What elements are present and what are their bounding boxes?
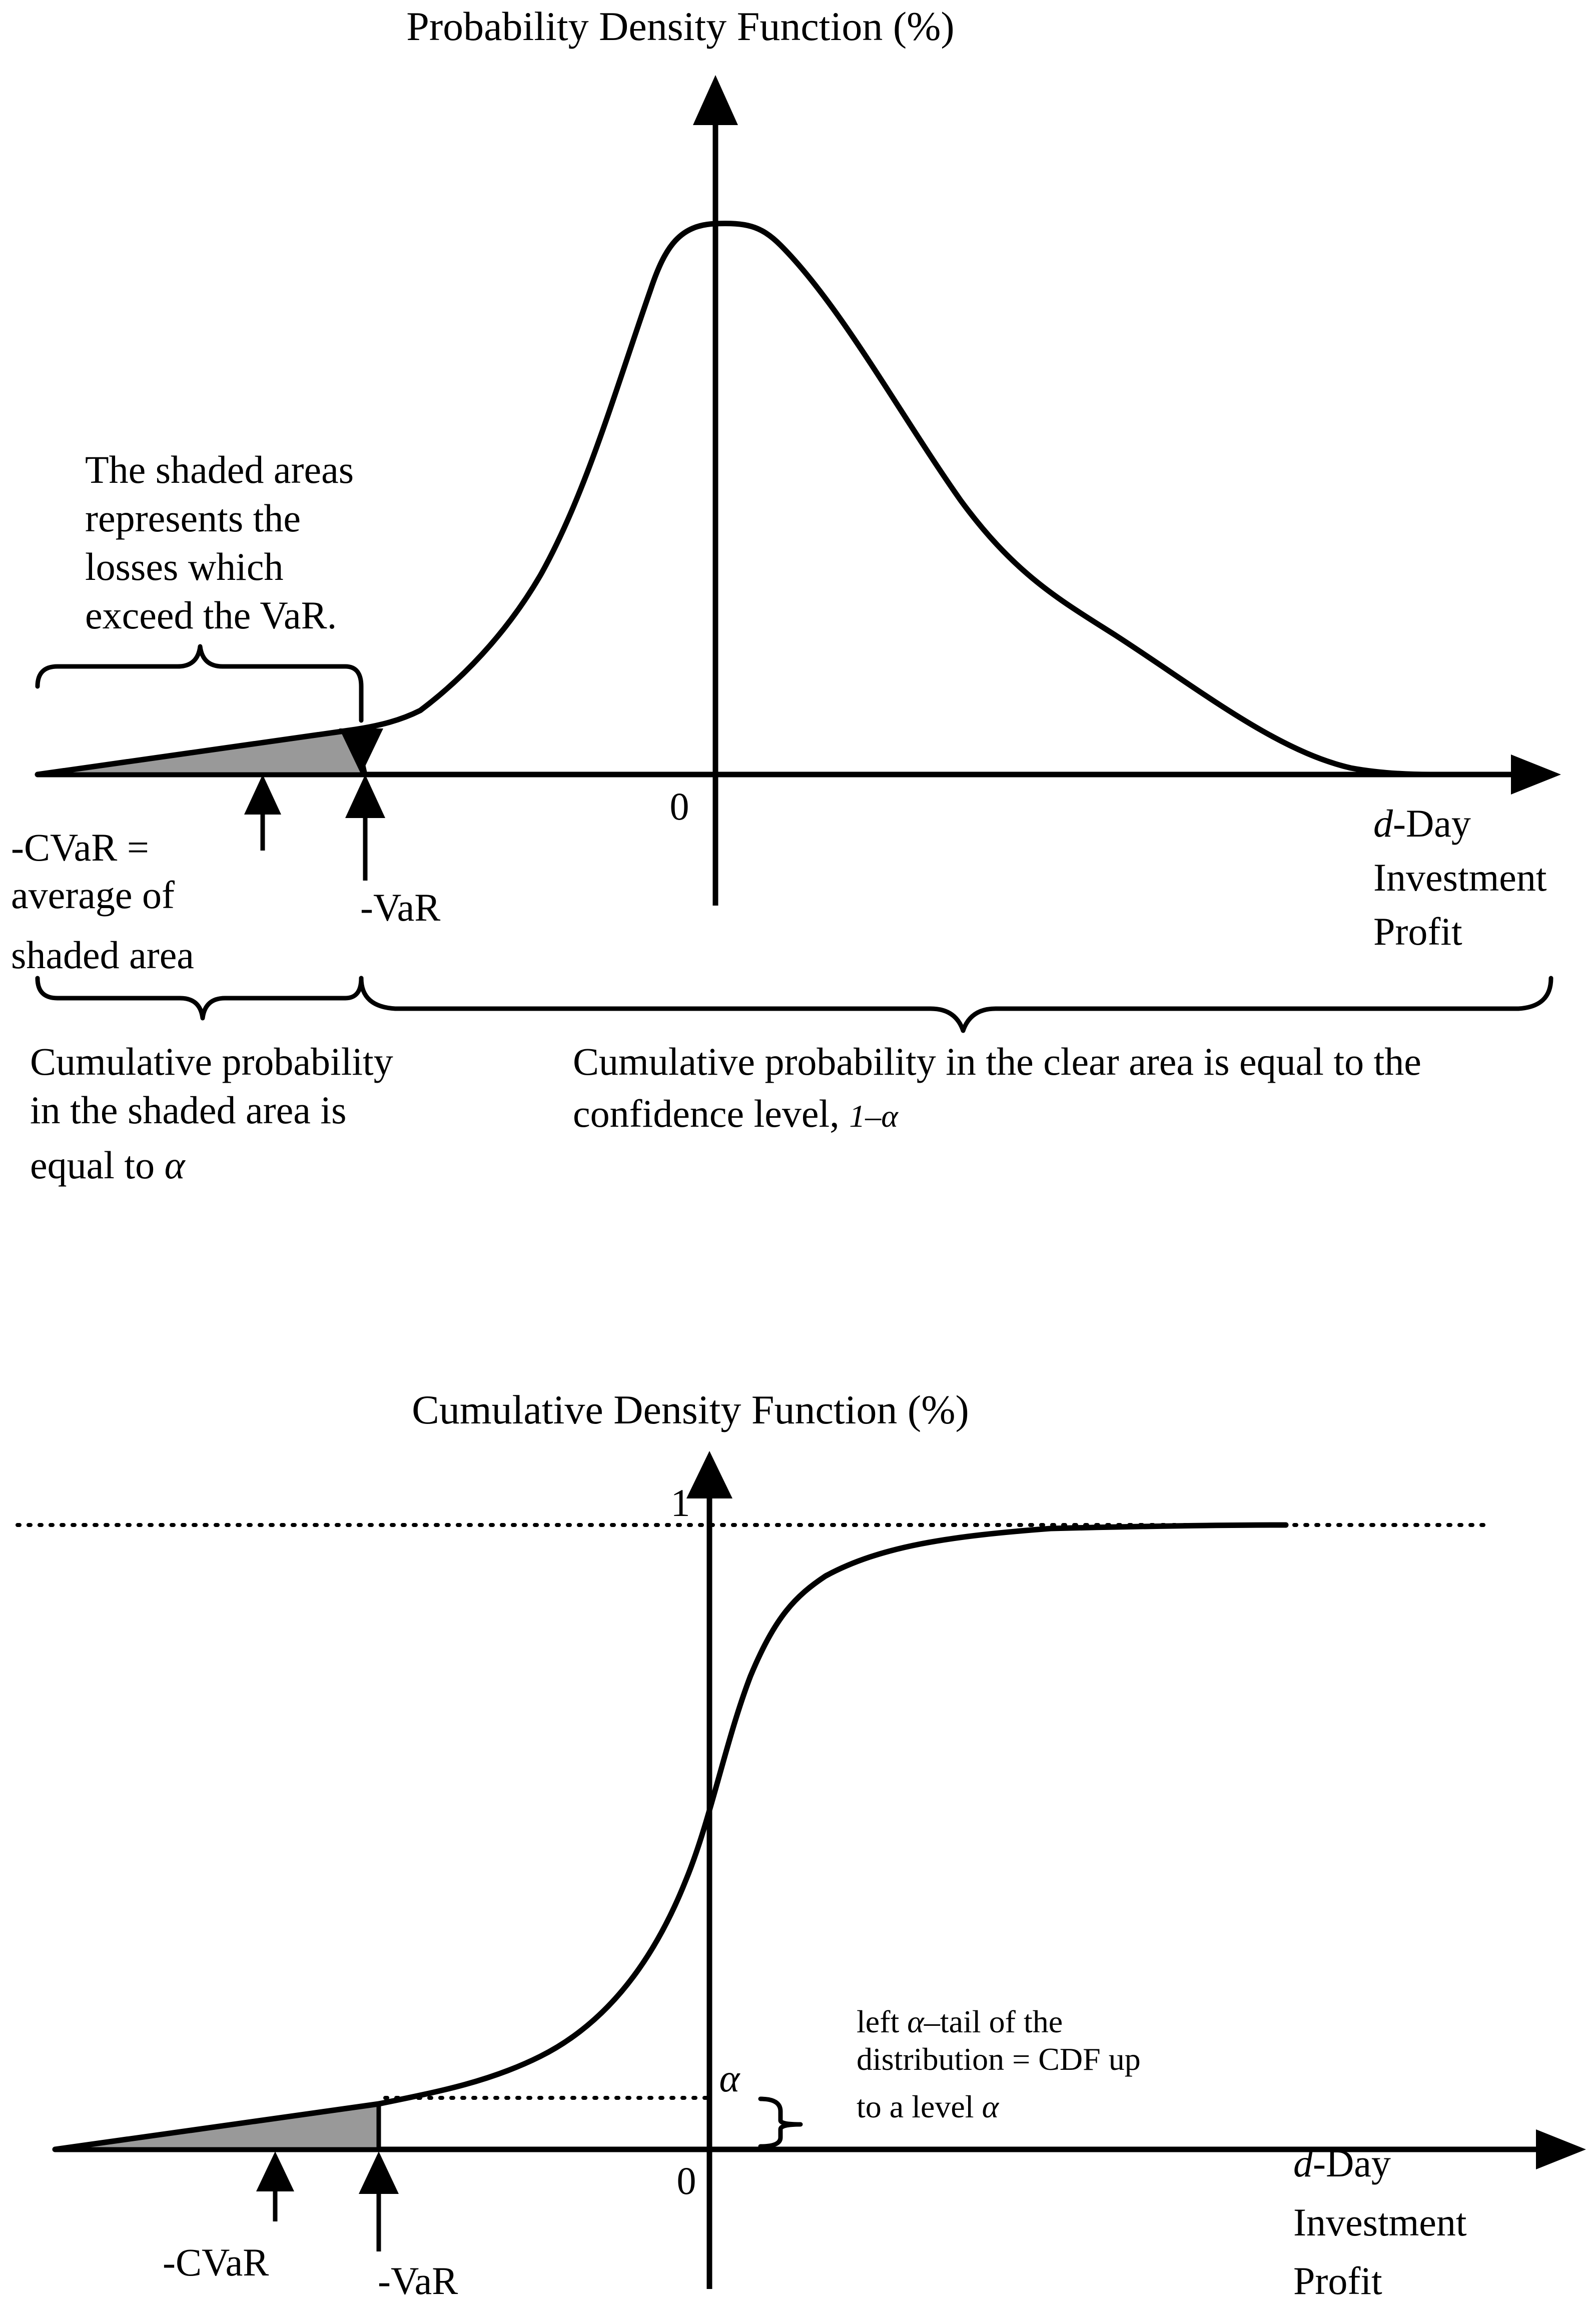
cdf-x-axis-label-line3: Profit	[1293, 2259, 1382, 2302]
pdf-title: Probability Density Function (%)	[406, 4, 955, 49]
cdf-alpha-label: α	[719, 2056, 741, 2100]
pdf-origin-label: 0	[670, 785, 689, 828]
pdf-right-note-line2-text: confidence level,	[573, 1092, 849, 1135]
pdf-curve	[35, 221, 1434, 778]
pdf-x-axis-label-line3: Profit	[1373, 910, 1462, 953]
pdf-left-bottom-brace	[35, 976, 364, 1021]
cdf-var-label: -VaR	[378, 2259, 458, 2302]
pdf-right-bottom-brace	[359, 976, 1553, 1033]
pdf-left-note-alpha: α	[165, 1143, 186, 1187]
pdf-shaded-note-line2: represents the	[85, 496, 301, 540]
pdf-right-note-line1: Cumulative probability in the clear area…	[573, 1040, 1421, 1083]
cdf-panel: Cumulative Density Function (%) 1 α left…	[16, 1387, 1586, 2302]
cdf-tail-note-alpha-2: α	[982, 2089, 1000, 2124]
cdf-x-axis-label-line2: Investment	[1293, 2200, 1467, 2244]
cdf-cvar-label: -CVaR	[163, 2240, 269, 2284]
cdf-title: Cumulative Density Function (%)	[412, 1387, 969, 1432]
cdf-tail-note-line3: to a level α	[857, 2089, 1000, 2124]
cdf-tail-note-alpha-1: α	[907, 2004, 925, 2039]
cdf-tail-note-line1-a: left	[857, 2004, 907, 2039]
pdf-cvar-arrow-head	[244, 775, 281, 815]
pdf-cvar-label-line1: -CVaR =	[11, 826, 149, 869]
cdf-x-axis-label-line1: d-Day	[1293, 2141, 1391, 2185]
cdf-alpha-brace	[758, 2096, 803, 2149]
pdf-x-axis-label-rest: -Day	[1393, 802, 1471, 845]
pdf-shaded-note-line4: exceed the VaR.	[85, 593, 337, 637]
cdf-origin-label: 0	[677, 2159, 696, 2202]
pdf-right-note-line2: confidence level, 1–α	[573, 1092, 899, 1135]
pdf-x-axis-label-italic: d	[1373, 802, 1393, 845]
pdf-left-note-line1: Cumulative probability	[30, 1040, 393, 1083]
pdf-var-label: -VaR	[360, 886, 440, 929]
cdf-tail-note-line2: distribution = CDF up	[857, 2041, 1141, 2077]
pdf-left-note-line2: in the shaded area is	[30, 1088, 346, 1132]
pdf-cvar-label-line3: shaded area	[11, 933, 194, 977]
cdf-tail-note-line1: left α–tail of the	[857, 2004, 1063, 2039]
pdf-panel: Probability Density Function (%) The sha…	[11, 4, 1561, 1187]
cdf-level-one-label: 1	[671, 1481, 690, 1524]
pdf-top-brace	[35, 644, 364, 723]
cdf-tail-note-line3-text: to a level	[857, 2089, 982, 2124]
pdf-y-axis-arrowhead	[693, 75, 738, 125]
cdf-x-axis-arrowhead	[1536, 2129, 1586, 2169]
pdf-x-axis-label-line1: d-Day	[1373, 802, 1471, 845]
pdf-shaded-note-line3: losses which	[85, 545, 283, 588]
cdf-x-axis-label-italic: d	[1293, 2141, 1313, 2185]
pdf-cvar-label-line2: average of	[11, 873, 175, 917]
cdf-curve	[52, 1522, 1289, 2152]
pdf-x-axis-arrowhead	[1511, 754, 1561, 795]
cdf-x-axis-label-rest: -Day	[1313, 2141, 1391, 2185]
cdf-tail-note-line1-b: –tail of the	[924, 2004, 1063, 2039]
pdf-top-brace-arrowhead	[339, 728, 383, 775]
pdf-x-axis-label-line2: Investment	[1373, 856, 1547, 899]
cdf-y-axis-arrowhead	[686, 1451, 732, 1498]
cdf-var-arrow-head	[359, 2151, 399, 2194]
pdf-left-note-line3: equal to α	[30, 1143, 186, 1187]
pdf-var-arrow-head	[345, 775, 385, 818]
cdf-cvar-arrow-head	[256, 2151, 294, 2191]
pdf-shaded-note-line1: The shaded areas	[85, 448, 354, 491]
pdf-right-note-confidence-symbol: 1–α	[849, 1098, 899, 1134]
pdf-left-note-line3-text: equal to	[30, 1143, 165, 1187]
